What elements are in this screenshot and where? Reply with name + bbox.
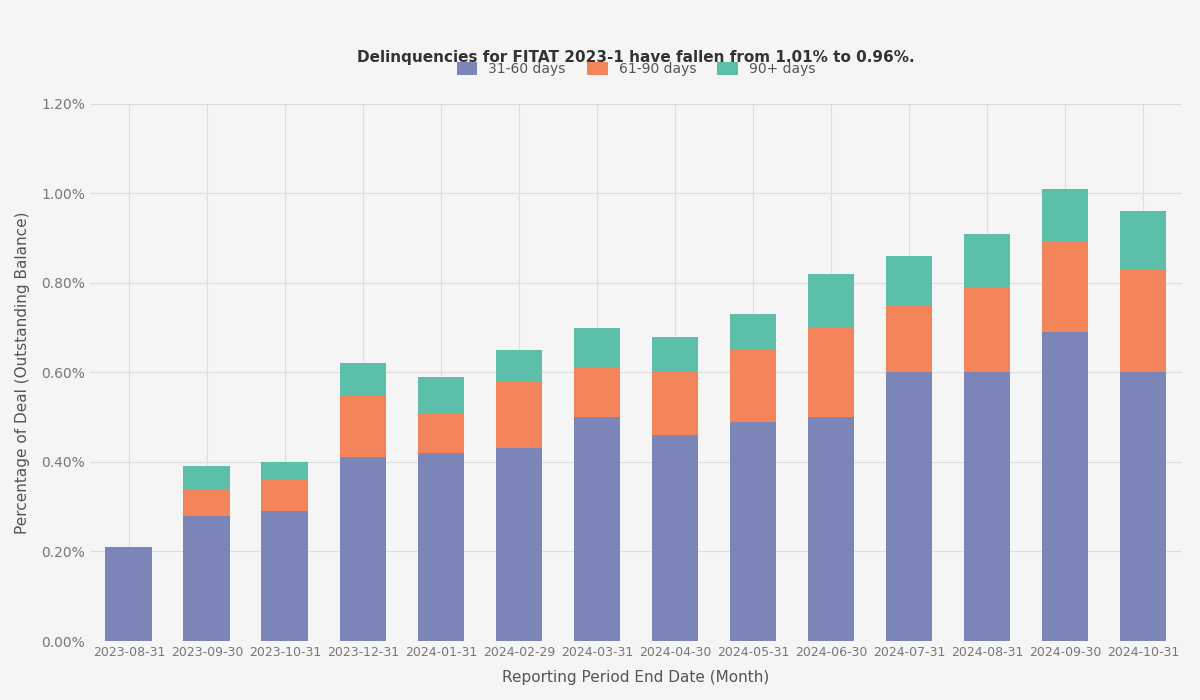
Bar — [886, 305, 932, 372]
Bar — [730, 421, 776, 641]
Bar — [1042, 242, 1088, 332]
Y-axis label: Percentage of Deal (Outstanding Balance): Percentage of Deal (Outstanding Balance) — [14, 211, 30, 533]
Bar — [106, 547, 152, 641]
Bar — [184, 489, 230, 516]
Bar — [340, 363, 386, 395]
Bar — [1120, 211, 1166, 270]
Bar — [574, 417, 620, 641]
Bar — [262, 511, 308, 641]
Bar — [1120, 372, 1166, 641]
Bar — [418, 453, 464, 641]
Bar — [652, 337, 698, 372]
Bar — [1120, 270, 1166, 372]
Bar — [262, 462, 308, 480]
Bar — [418, 377, 464, 412]
Bar — [184, 516, 230, 641]
Bar — [964, 372, 1010, 641]
Bar — [886, 372, 932, 641]
Bar — [496, 382, 542, 449]
X-axis label: Reporting Period End Date (Month): Reporting Period End Date (Month) — [503, 670, 769, 685]
Bar — [730, 314, 776, 350]
Bar — [1042, 189, 1088, 242]
Bar — [1042, 332, 1088, 641]
Bar — [886, 256, 932, 305]
Bar — [652, 372, 698, 435]
Bar — [340, 395, 386, 457]
Bar — [964, 287, 1010, 372]
Bar — [574, 368, 620, 417]
Bar — [184, 466, 230, 489]
Bar — [808, 274, 854, 328]
Bar — [496, 350, 542, 382]
Bar — [340, 457, 386, 641]
Bar — [808, 417, 854, 641]
Legend: 31-60 days, 61-90 days, 90+ days: 31-60 days, 61-90 days, 90+ days — [451, 57, 821, 82]
Bar — [808, 328, 854, 417]
Bar — [730, 350, 776, 421]
Bar — [964, 234, 1010, 287]
Bar — [574, 328, 620, 368]
Bar — [418, 412, 464, 453]
Title: Delinquencies for FITAT 2023-1 have fallen from 1.01% to 0.96%.: Delinquencies for FITAT 2023-1 have fall… — [358, 50, 914, 65]
Bar — [496, 449, 542, 641]
Bar — [262, 480, 308, 511]
Bar — [652, 435, 698, 641]
